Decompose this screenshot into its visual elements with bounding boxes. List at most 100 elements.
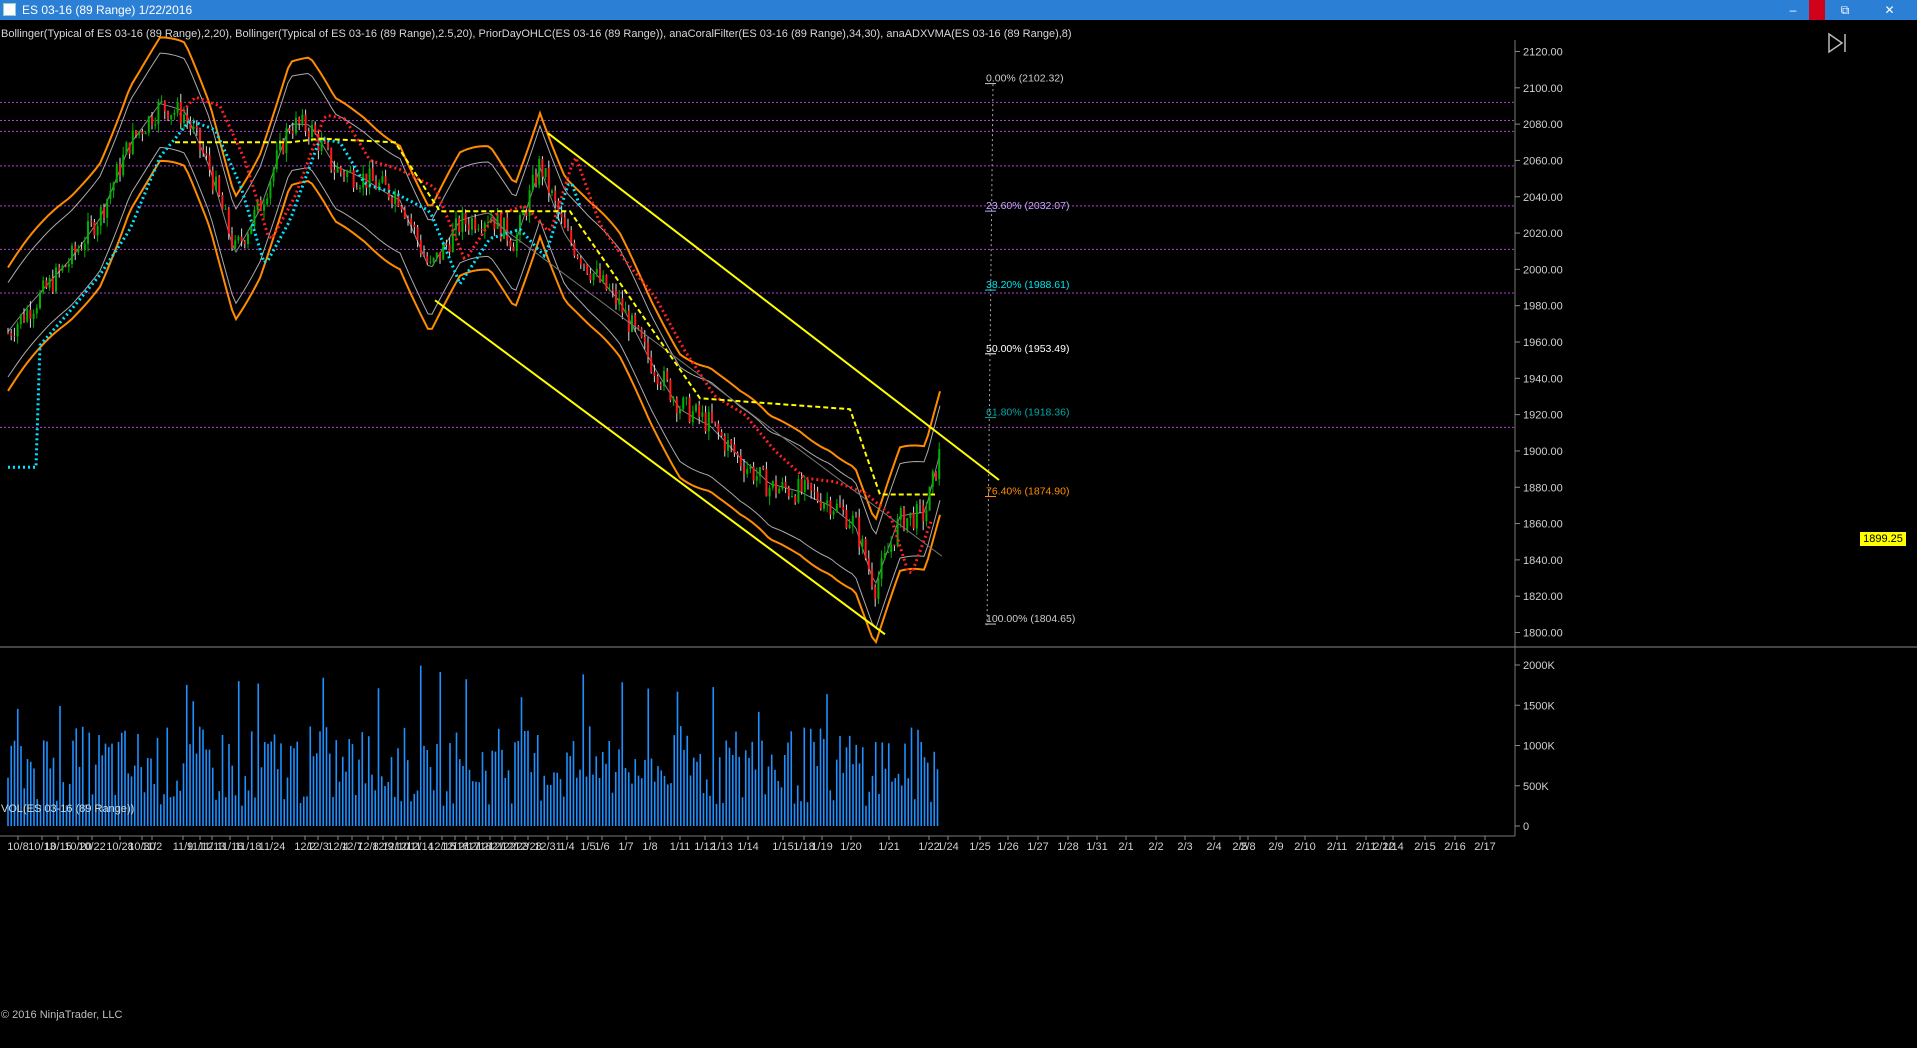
candle-body <box>807 480 809 484</box>
candle-body <box>330 147 333 170</box>
channel-lower-line <box>434 299 886 636</box>
bollinger-middle <box>7 103 941 585</box>
candle-body <box>704 412 707 432</box>
date-tick-label: 12/11 <box>395 841 422 853</box>
candle-body <box>602 274 605 282</box>
date-tick-label: 12/3 <box>307 841 328 853</box>
candle-body <box>906 518 909 530</box>
candle-body <box>576 255 579 258</box>
candle-body <box>656 376 659 385</box>
candle-body <box>426 255 429 263</box>
date-tick-label: 1/18 <box>793 841 814 853</box>
candle-body <box>371 168 374 181</box>
candle-body <box>883 552 886 559</box>
candle-body <box>682 397 685 410</box>
fib-level-label: 50.00% (1953.49) <box>986 343 1069 355</box>
price-tick-label: 2120.00 <box>1523 47 1563 59</box>
candle-body <box>378 182 381 190</box>
date-tick-label: 2/11 <box>1356 841 1377 853</box>
candle-body <box>522 212 525 216</box>
candle-body <box>803 480 806 493</box>
candle-body <box>314 124 317 134</box>
candle-body <box>195 126 198 129</box>
candle-body <box>343 172 345 178</box>
candle-body <box>874 586 877 599</box>
candle-body <box>138 131 141 136</box>
candle-body <box>775 481 777 494</box>
date-tick-label: 10/30 <box>128 841 156 853</box>
candle-body <box>554 190 557 201</box>
candle-body <box>935 471 937 480</box>
candle-body <box>669 379 672 401</box>
candle-body <box>295 117 297 134</box>
candle-body <box>368 168 371 188</box>
candle-body <box>323 140 326 144</box>
candle-body <box>535 174 537 185</box>
candle-body <box>787 488 790 497</box>
candle-body <box>279 140 281 151</box>
date-tick-label: 11/16 <box>217 841 244 853</box>
link-button[interactable] <box>1809 0 1825 20</box>
candle-body <box>429 261 432 263</box>
candle-body <box>301 114 304 124</box>
restore-button[interactable]: ⧉ <box>1840 3 1850 17</box>
candle-body <box>855 515 857 518</box>
candle-body <box>125 142 128 155</box>
candle-body <box>23 314 25 322</box>
candle-body <box>67 263 70 267</box>
candle-body <box>167 111 169 120</box>
candle-body <box>439 252 441 260</box>
candle-body <box>32 313 35 319</box>
candle-body <box>115 164 118 183</box>
candle-body <box>445 243 448 245</box>
price-tick-label: 1900.00 <box>1523 446 1563 458</box>
date-tick-label: 2/8 <box>1240 841 1255 853</box>
fib-level-label: 76.40% (1874.90) <box>986 486 1069 498</box>
date-tick-label: 10/20 <box>64 841 92 853</box>
close-button[interactable]: ✕ <box>1884 3 1895 17</box>
candle-body <box>813 490 816 492</box>
play-forward-icon[interactable] <box>1826 32 1848 54</box>
date-tick-label: 2/9 <box>1268 841 1283 853</box>
candle-body <box>691 411 694 423</box>
candle-body <box>627 310 630 332</box>
price-chart[interactable]: 0.00% (2102.32) 23.60% (2032.07) 38.20% (1… <box>0 20 1917 1048</box>
date-tick-label: 1/15 <box>772 841 793 853</box>
candle-body <box>263 204 265 211</box>
candle-body <box>871 569 873 587</box>
date-tick-label: 12/17 <box>452 841 480 853</box>
candle-body <box>259 200 262 211</box>
candle-body <box>320 140 323 151</box>
candle-body <box>938 449 941 480</box>
candle-body <box>851 515 854 526</box>
volume-tick-label: 2000K <box>1523 660 1555 672</box>
minimize-button[interactable]: – <box>1789 3 1797 17</box>
candle-body <box>19 314 22 325</box>
date-tick-label: 12/4 <box>327 841 348 853</box>
date-tick-label: 1/7 <box>618 841 633 853</box>
candle-body <box>189 120 192 129</box>
candle-body <box>375 180 377 190</box>
candle-body <box>346 171 349 178</box>
candle-body <box>816 491 819 502</box>
candle-body <box>362 173 365 188</box>
candle-body <box>631 315 633 332</box>
candle-body <box>746 469 749 474</box>
fib-level-label: 100.00% (1804.65) <box>986 613 1075 625</box>
candle-body <box>698 404 701 417</box>
price-tick-label: 1960.00 <box>1523 337 1563 349</box>
coral-filter-down <box>178 95 934 575</box>
volume-tick-label: 0 <box>1523 821 1529 833</box>
candle-body <box>675 398 678 414</box>
candle-body <box>275 150 278 169</box>
candle-body <box>778 488 781 494</box>
candle-body <box>912 512 915 529</box>
date-tick-label: 2/14 <box>1382 841 1403 853</box>
candle-body <box>45 280 48 288</box>
fib-level-label: 38.20% (1988.61) <box>986 279 1069 291</box>
candle-body <box>749 466 752 470</box>
volume-panel-label: VOL(ES 03-16 (89 Range)) <box>1 803 135 815</box>
candle-body <box>643 337 646 342</box>
candle-body <box>771 481 774 488</box>
bollinger-upper-inner <box>7 52 941 535</box>
